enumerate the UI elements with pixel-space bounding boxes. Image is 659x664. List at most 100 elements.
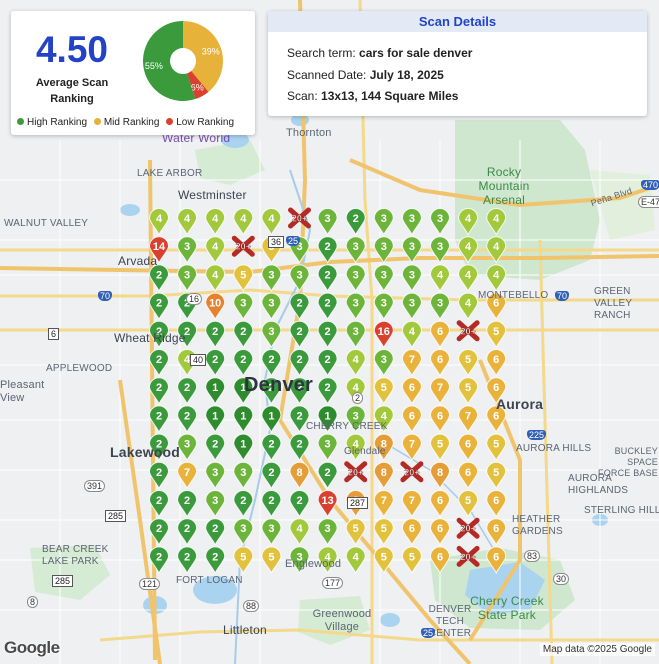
rank-pin[interactable]: 3 [401,236,422,264]
rank-pin[interactable]: 1 [233,433,254,462]
rank-pin[interactable]: 4 [205,264,226,293]
rank-pin[interactable]: 3 [233,292,254,321]
rank-pin[interactable]: 3 [345,236,366,264]
rank-pin[interactable]: 8 [429,461,451,490]
rank-pin[interactable]: 2 [233,490,254,518]
rank-pin[interactable]: 4 [233,208,254,236]
rank-pin[interactable]: 3 [373,349,394,377]
rank-pin[interactable]: 20+ [400,461,424,483]
rank-pin[interactable]: 20+ [288,207,311,229]
rank-pin[interactable]: 3 [261,264,282,293]
rank-pin[interactable]: 4 [373,405,394,434]
rank-pin[interactable]: 7 [401,490,422,518]
rank-pin[interactable]: 16 [373,320,394,349]
rank-pin[interactable]: 2 [289,377,310,405]
rank-pin[interactable]: 4 [177,208,198,236]
rank-pin[interactable]: 6 [486,405,507,434]
rank-pin[interactable]: 3 [373,292,394,321]
rank-pin[interactable]: 3 [429,236,451,264]
rank-pin[interactable]: 2 [148,490,170,518]
rank-pin[interactable]: 2 [205,518,226,546]
rank-pin[interactable]: 3 [261,320,282,349]
rank-pin[interactable]: 6 [429,518,451,546]
rank-pin[interactable]: 4 [205,208,226,236]
rank-pin[interactable]: 20+ [231,235,255,257]
rank-pin[interactable]: 3 [317,208,338,236]
rank-pin[interactable]: 2 [148,320,170,349]
rank-pin[interactable]: 2 [261,490,282,518]
rank-pin[interactable]: 7 [458,405,479,434]
rank-pin[interactable]: 3 [345,405,366,434]
rank-pin[interactable]: 6 [486,349,507,377]
rank-pin[interactable]: 2 [289,320,310,349]
rank-pin[interactable]: 2 [289,433,310,462]
map-attribution[interactable]: Map data ©2025 Google [539,643,655,656]
rank-pin[interactable]: 2 [177,320,198,349]
rank-pin[interactable]: 2 [177,490,198,518]
rank-pin[interactable]: 3 [429,292,451,321]
rank-pin[interactable]: 2 [289,490,310,518]
rank-pin[interactable]: 6 [429,320,451,349]
rank-pin[interactable]: 1 [261,405,282,434]
rank-pin[interactable]: 2 [148,461,170,490]
rank-pin[interactable]: 1 [317,405,338,434]
rank-pin[interactable]: 5 [233,546,254,575]
rank-pin[interactable]: 2 [205,320,226,349]
rank-pin[interactable]: 7 [177,461,198,490]
rank-pin[interactable]: 2 [289,292,310,321]
rank-pin[interactable]: 5 [429,433,451,462]
rank-pin[interactable]: 3 [177,264,198,293]
rank-pin[interactable]: 6 [486,377,507,405]
rank-pin[interactable]: 2 [177,546,198,575]
rank-pin[interactable]: 3 [345,320,366,349]
rank-pin[interactable]: 2 [177,518,198,546]
rank-pin[interactable]: 7 [373,490,394,518]
rank-pin[interactable]: 2 [148,518,170,546]
rank-pin[interactable]: 4 [429,264,451,293]
rank-pin[interactable]: 20+ [344,461,368,483]
rank-pin[interactable]: 2 [261,377,282,405]
rank-pin[interactable]: 5 [373,377,394,405]
rank-pin[interactable]: 4 [289,518,310,546]
rank-pin[interactable]: 4 [458,264,479,293]
rank-pin[interactable]: 8 [373,433,394,462]
rank-pin[interactable]: 20+ [456,517,480,539]
rank-pin[interactable]: 2 [317,461,338,490]
rank-pin[interactable]: 2 [148,349,170,377]
rank-pin[interactable]: 5 [458,490,479,518]
rank-pin[interactable]: 5 [345,518,366,546]
rank-pin[interactable]: 6 [429,349,451,377]
rank-pin[interactable]: 7 [429,377,451,405]
rank-pin[interactable]: 4 [345,349,366,377]
rank-pin[interactable]: 3 [401,292,422,321]
rank-pin[interactable]: 1 [205,405,226,434]
rank-pin[interactable]: 3 [261,518,282,546]
rank-pin[interactable]: 4 [345,546,366,575]
rank-pin[interactable]: 2 [289,349,310,377]
rank-pin[interactable]: 5 [233,264,254,293]
rank-pin[interactable]: 3 [205,461,226,490]
rank-pin[interactable]: 6 [458,433,479,462]
rank-pin[interactable]: 4 [486,208,507,236]
rank-pin[interactable]: 2 [205,349,226,377]
rank-pin[interactable]: 5 [486,461,507,490]
rank-pin[interactable]: 6 [429,490,451,518]
rank-pin[interactable]: 4 [317,546,338,575]
rank-pin[interactable]: 1 [233,405,254,434]
rank-pin[interactable]: 13 [317,490,338,518]
rank-pin[interactable]: 6 [486,546,507,575]
rank-pin[interactable]: 5 [373,518,394,546]
rank-pin[interactable]: 3 [345,292,366,321]
rank-pin[interactable]: 2 [345,208,366,236]
rank-pin[interactable]: 3 [373,264,394,293]
rank-pin[interactable]: 14 [148,236,170,264]
rank-pin[interactable]: 4 [486,264,507,293]
rank-pin[interactable]: 8 [289,461,310,490]
rank-pin[interactable]: 2 [148,264,170,293]
rank-pin[interactable]: 2 [317,292,338,321]
rank-pin[interactable]: 2 [177,405,198,434]
rank-pin[interactable]: 2 [261,349,282,377]
rank-pin[interactable]: 4 [458,208,479,236]
rank-pin[interactable]: 3 [233,518,254,546]
rank-pin[interactable]: 3 [233,461,254,490]
